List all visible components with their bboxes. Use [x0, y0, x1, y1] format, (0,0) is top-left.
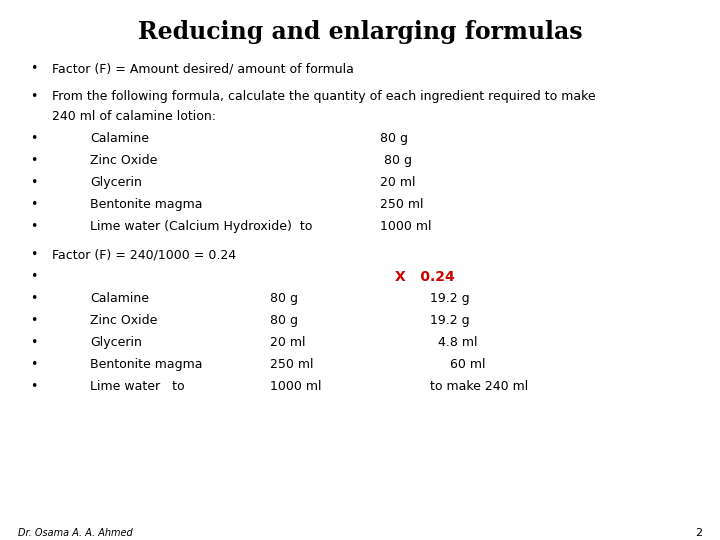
Text: Zinc Oxide: Zinc Oxide — [90, 154, 158, 167]
Text: 4.8 ml: 4.8 ml — [430, 336, 477, 349]
Text: •: • — [30, 154, 37, 167]
Text: •: • — [30, 270, 37, 283]
Text: From the following formula, calculate the quantity of each ingredient required t: From the following formula, calculate th… — [52, 90, 595, 103]
Text: •: • — [30, 90, 37, 103]
Text: 80 g: 80 g — [380, 132, 408, 145]
Text: •: • — [30, 336, 37, 349]
Text: 20 ml: 20 ml — [270, 336, 305, 349]
Text: Bentonite magma: Bentonite magma — [90, 358, 202, 371]
Text: 20 ml: 20 ml — [380, 176, 415, 189]
Text: Dr. Osama A. A. Ahmed: Dr. Osama A. A. Ahmed — [18, 528, 132, 538]
Text: Glycerin: Glycerin — [90, 176, 142, 189]
Text: •: • — [30, 220, 37, 233]
Text: 19.2 g: 19.2 g — [430, 314, 469, 327]
Text: Lime water   to: Lime water to — [90, 380, 184, 393]
Text: 1000 ml: 1000 ml — [380, 220, 431, 233]
Text: Calamine: Calamine — [90, 132, 149, 145]
Text: •: • — [30, 358, 37, 371]
Text: 80 g: 80 g — [380, 154, 412, 167]
Text: •: • — [30, 176, 37, 189]
Text: 60 ml: 60 ml — [430, 358, 485, 371]
Text: X   0.24: X 0.24 — [395, 270, 455, 284]
Text: to make 240 ml: to make 240 ml — [430, 380, 528, 393]
Text: •: • — [30, 62, 37, 75]
Text: 240 ml of calamine lotion:: 240 ml of calamine lotion: — [52, 110, 216, 123]
Text: Factor (F) = Amount desired/ amount of formula: Factor (F) = Amount desired/ amount of f… — [52, 62, 354, 75]
Text: •: • — [30, 132, 37, 145]
Text: •: • — [30, 198, 37, 211]
Text: 1000 ml: 1000 ml — [270, 380, 322, 393]
Text: 250 ml: 250 ml — [380, 198, 423, 211]
Text: Calamine: Calamine — [90, 292, 149, 305]
Text: Glycerin: Glycerin — [90, 336, 142, 349]
Text: •: • — [30, 292, 37, 305]
Text: Bentonite magma: Bentonite magma — [90, 198, 202, 211]
Text: Lime water (Calcium Hydroxide)  to: Lime water (Calcium Hydroxide) to — [90, 220, 312, 233]
Text: 2: 2 — [695, 528, 702, 538]
Text: Reducing and enlarging formulas: Reducing and enlarging formulas — [138, 20, 582, 44]
Text: 80 g: 80 g — [270, 314, 298, 327]
Text: 19.2 g: 19.2 g — [430, 292, 469, 305]
Text: 80 g: 80 g — [270, 292, 298, 305]
Text: •: • — [30, 314, 37, 327]
Text: •: • — [30, 380, 37, 393]
Text: 250 ml: 250 ml — [270, 358, 313, 371]
Text: Factor (F) = 240/1000 = 0.24: Factor (F) = 240/1000 = 0.24 — [52, 248, 236, 261]
Text: Zinc Oxide: Zinc Oxide — [90, 314, 158, 327]
Text: •: • — [30, 248, 37, 261]
